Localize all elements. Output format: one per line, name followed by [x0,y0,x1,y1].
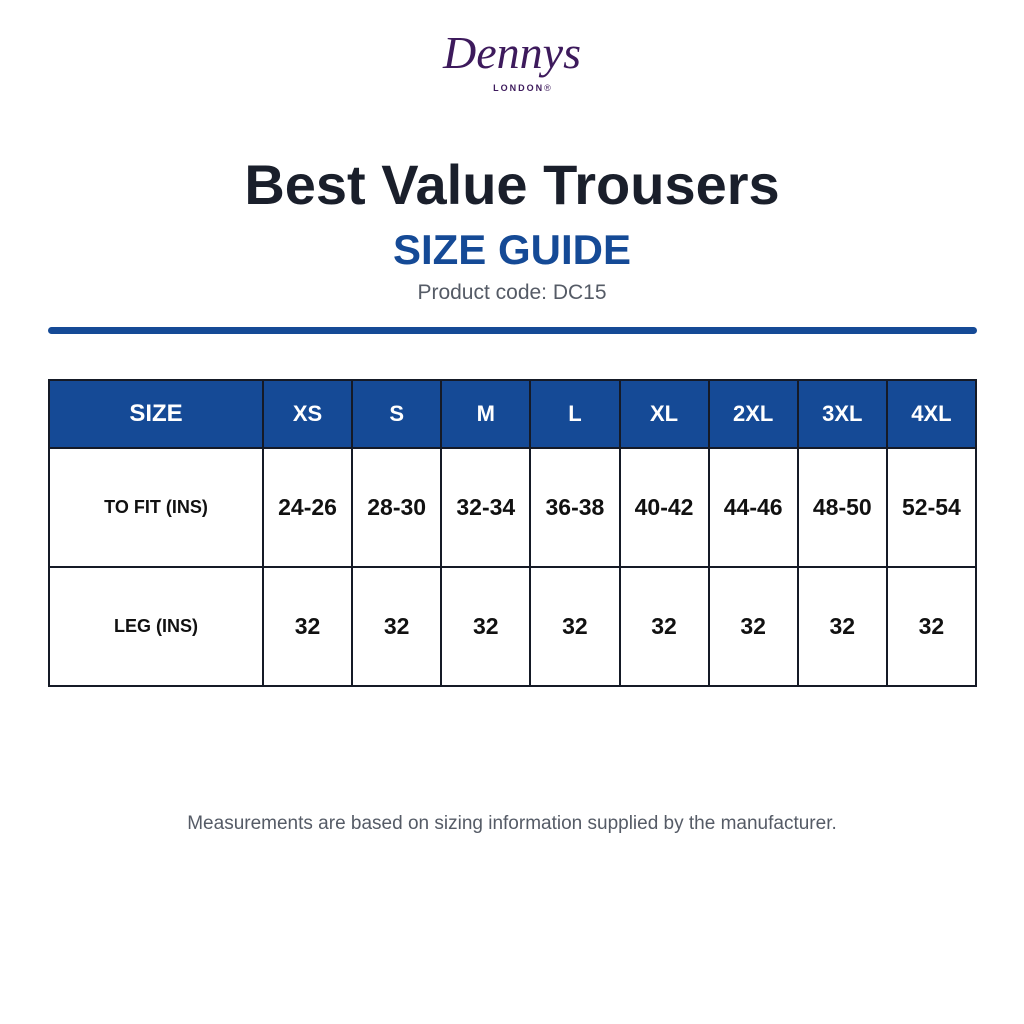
cell: 32 [796,566,888,687]
header-cell: 3XL [796,379,888,449]
cell: LEG (INS) [48,566,264,687]
footer-note: Measurements are based on sizing informa… [187,813,837,834]
cell: 36-38 [529,447,621,568]
header-cell: 2XL [707,379,799,449]
header-cell: M [440,379,532,449]
title: Best Value Trousers [244,153,780,216]
cell: 52-54 [885,447,978,568]
cell: 32 [261,566,354,687]
cell: 24-26 [261,447,354,568]
header-row: SIZE XS S M L XL 2XL 3XL 4XL [48,379,978,449]
cell: 32 [707,566,799,687]
cell: 32 [351,566,443,687]
header-cell: XS [261,379,354,449]
logo-mark: ® [544,83,551,93]
logo-sub: LONDON [493,83,545,93]
header-cell: 4XL [885,379,978,449]
cell: 32-34 [440,447,532,568]
cell: 32 [440,566,532,687]
row: TO FIT (INS) 24-26 28-30 32-34 36-38 40-42 44-… [48,447,978,568]
header-cell: S [351,379,443,449]
header-cell: XL [618,379,710,449]
size-table: SIZE XS S M L XL 2XL 3XL 4XL TO FIT (INS) 24-26 28-… [48,379,978,687]
logo: Dennys LONDON® [0,28,1024,96]
cell: TO FIT (INS) [48,447,264,568]
cell: 40-42 [618,447,710,568]
subtitle: SIZE GUIDE [392,226,632,273]
cell: 32 [529,566,621,687]
cell: 48-50 [796,447,888,568]
header-cell: SIZE [48,379,264,449]
logo-name: Dennys [443,27,581,78]
product-code: Product code: DC15 [417,281,607,304]
cell: 32 [618,566,710,687]
divider [48,327,977,334]
row: LEG (INS) 32 32 32 32 32 32 32 32 [48,566,978,687]
cell: 32 [885,566,978,687]
cell: 28-30 [351,447,443,568]
header-cell: L [529,379,621,449]
cell: 44-46 [707,447,799,568]
